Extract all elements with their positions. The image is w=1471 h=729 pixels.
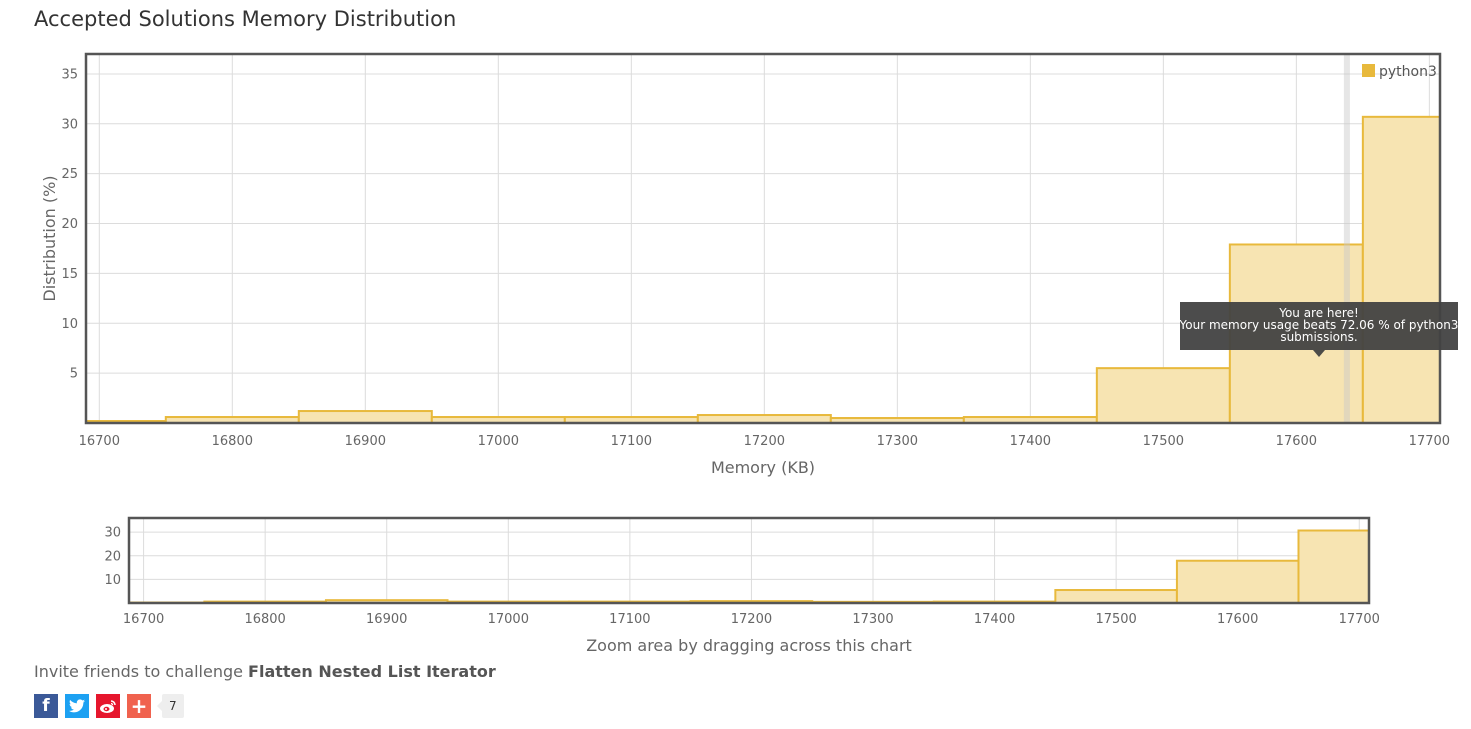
histogram-bar[interactable] <box>1175 559 1300 604</box>
tooltip-line-2: Your memory usage beats 72.06 % of pytho… <box>1179 318 1459 332</box>
tooltip: You are here! Your memory usage beats 72… <box>1179 302 1459 357</box>
tooltip-line-1: You are here! <box>1278 306 1359 320</box>
x-tick-label: 16700 <box>79 434 120 449</box>
twitter-share-button[interactable] <box>65 694 89 718</box>
invite-text: Invite friends to challenge Flatten Nest… <box>34 662 496 681</box>
y-tick-label: 15 <box>61 267 78 282</box>
x-tick-label: 16800 <box>212 434 253 449</box>
tooltip-line-3: submissions. <box>1280 330 1357 344</box>
x-tick-label: 17100 <box>609 612 650 627</box>
x-tick-label: 16800 <box>244 612 285 627</box>
x-tick-label: 16700 <box>123 612 164 627</box>
histogram-bar[interactable] <box>1297 529 1371 605</box>
x-tick-label: 17400 <box>1010 434 1051 449</box>
x-tick-label: 17100 <box>611 434 652 449</box>
x-tick-label: 17200 <box>731 612 772 627</box>
bars <box>85 115 1441 425</box>
x-tick-label: 17300 <box>877 434 918 449</box>
y-tick-labels: 5 10 15 20 25 30 35 <box>61 67 78 381</box>
y-tick-label: 30 <box>61 117 78 132</box>
legend-label: python3 <box>1379 64 1437 80</box>
facebook-share-button[interactable]: f <box>34 694 58 718</box>
x-tick-label: 16900 <box>366 612 407 627</box>
x-tick-label: 17700 <box>1339 612 1380 627</box>
legend-swatch <box>1362 64 1375 77</box>
x-tick-label: 17400 <box>974 612 1015 627</box>
y-tick-label: 10 <box>61 317 78 332</box>
facebook-icon: f <box>42 696 50 716</box>
share-count-badge: 7 <box>157 694 184 718</box>
twitter-icon <box>69 699 85 713</box>
x-tick-label: 17000 <box>488 612 529 627</box>
x-tick-label: 17600 <box>1276 434 1317 449</box>
y-tick-label: 10 <box>104 573 121 588</box>
plot-frame <box>84 52 1442 425</box>
zoom-navigator-chart[interactable]: 10 20 30 16700 16800 16900 17000 17100 17200 173… <box>0 505 1471 660</box>
share-buttons: f + 7 <box>34 694 184 718</box>
tooltip-box <box>1180 302 1458 350</box>
bars <box>128 529 1371 605</box>
weibo-icon <box>100 699 116 713</box>
weibo-share-button[interactable] <box>96 694 120 718</box>
zoom-hint-label: Zoom area by dragging across this chart <box>586 636 912 655</box>
y-grid <box>129 531 1369 580</box>
y-tick-label: 35 <box>61 67 78 82</box>
x-tick-labels: 16700 16800 16900 17000 17100 17200 17300 17400… <box>123 612 1380 627</box>
y-tick-labels: 10 20 30 <box>104 526 121 588</box>
y-tick-label: 25 <box>61 167 78 182</box>
x-tick-label: 17600 <box>1217 612 1258 627</box>
problem-name[interactable]: Flatten Nested List Iterator <box>248 662 496 681</box>
y-tick-label: 20 <box>61 217 78 232</box>
y-tick-label: 20 <box>104 549 121 564</box>
x-tick-label: 17200 <box>744 434 785 449</box>
y-tick-label: 30 <box>104 526 121 541</box>
plus-icon: + <box>130 694 148 718</box>
x-tick-label: 17500 <box>1143 434 1184 449</box>
plot-frame <box>127 516 1371 605</box>
y-grid <box>86 73 1440 374</box>
tooltip-pointer <box>1313 350 1325 357</box>
invite-prefix: Invite friends to challenge <box>34 662 249 681</box>
x-tick-label: 17500 <box>1095 612 1136 627</box>
histogram-bar[interactable] <box>297 410 433 425</box>
y-axis-label: Distribution (%) <box>40 175 59 301</box>
legend[interactable]: python3 <box>1362 64 1437 80</box>
page-title: Accepted Solutions Memory Distribution <box>34 7 457 31</box>
more-share-button[interactable]: + <box>127 694 151 718</box>
x-tick-label: 17300 <box>852 612 893 627</box>
y-tick-label: 5 <box>70 367 78 382</box>
you-are-here-marker <box>1343 54 1350 423</box>
histogram-bar[interactable] <box>1095 367 1231 425</box>
x-tick-label: 16900 <box>345 434 386 449</box>
x-axis-label: Memory (KB) <box>711 458 815 477</box>
x-tick-labels: 16700 16800 16900 17000 17100 17200 17300 17400… <box>79 434 1450 449</box>
histogram-bar[interactable] <box>1361 115 1441 424</box>
x-tick-label: 17700 <box>1409 434 1450 449</box>
x-tick-label: 17000 <box>478 434 519 449</box>
histogram-bar[interactable] <box>1054 589 1178 604</box>
